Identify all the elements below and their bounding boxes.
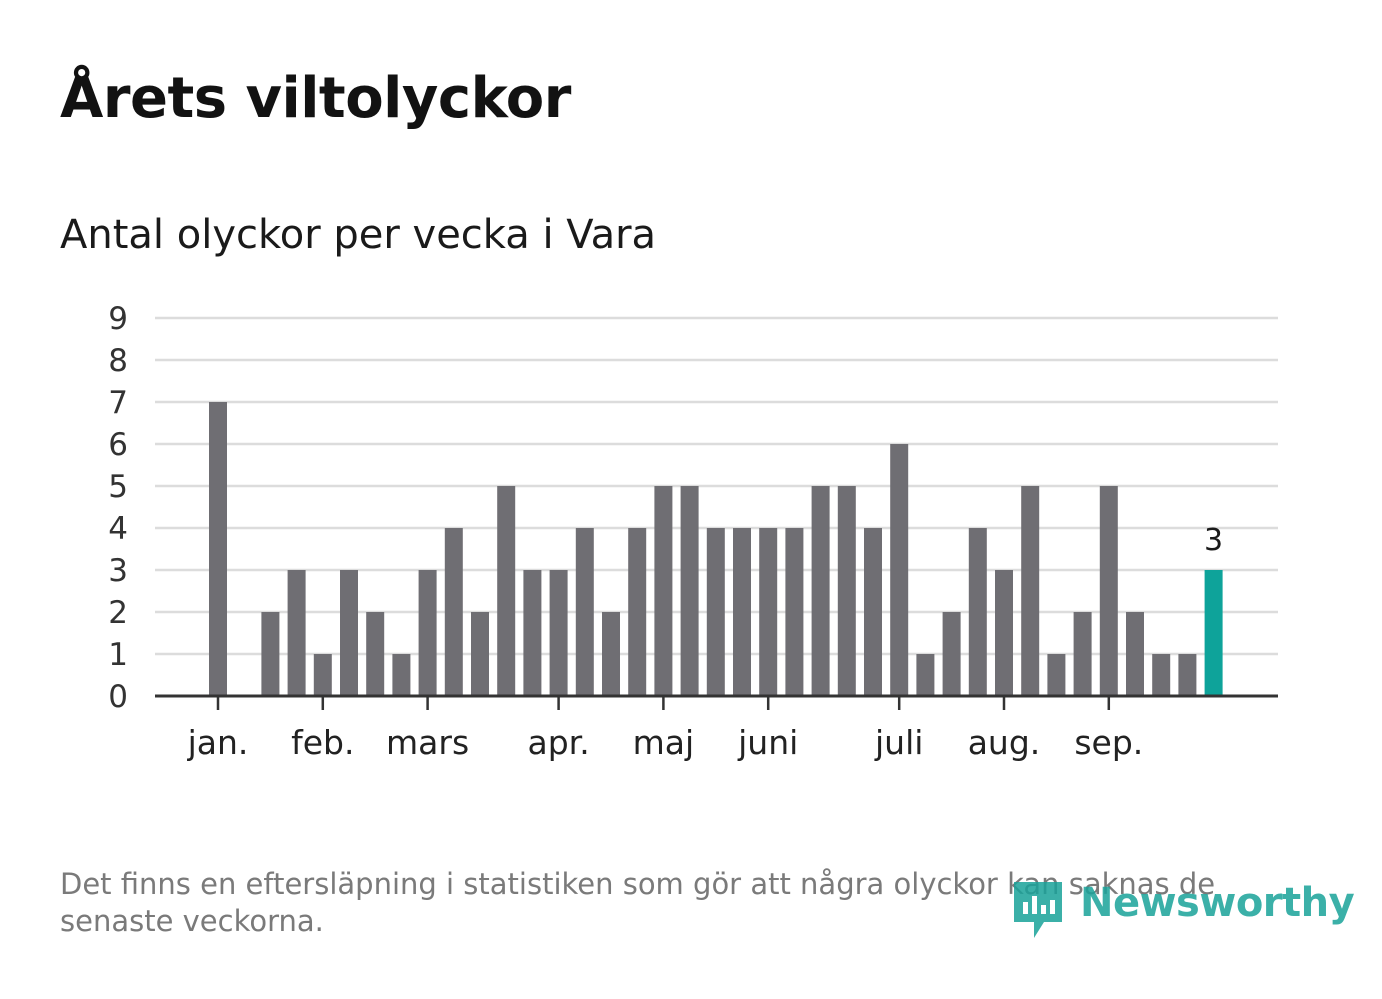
- bar-week-6: [340, 570, 358, 696]
- y-tick-label-7: 7: [108, 385, 128, 421]
- y-tick-label-4: 4: [108, 511, 128, 547]
- bar-week-20: [706, 528, 725, 696]
- x-tick-label-feb.: feb.: [291, 723, 354, 762]
- x-axis-ticks: jan. feb. mars apr. maj juni juli aug. sep.: [187, 696, 1143, 762]
- bar-week-37: [1152, 654, 1171, 696]
- bar-week-38: [1178, 654, 1197, 696]
- y-tick-label-2: 2: [108, 595, 128, 631]
- bar-week-33: [1047, 654, 1066, 696]
- bar-week-34: [1073, 612, 1092, 696]
- y-tick-label-0: 0: [108, 679, 128, 715]
- bar-week-31: [995, 570, 1013, 696]
- bar-week-36: [1126, 612, 1144, 696]
- bar-week-24: [811, 486, 830, 696]
- bar-week-3: [261, 612, 280, 696]
- bar-week-21: [733, 528, 751, 696]
- bar-week-5: [313, 654, 332, 696]
- bar-week-9: [418, 570, 437, 696]
- bar-week-17: [628, 528, 647, 696]
- y-tick-label-5: 5: [108, 469, 128, 505]
- bar-week-8: [392, 654, 411, 696]
- x-tick-label-maj: maj: [633, 723, 695, 762]
- bar-week-23: [785, 528, 804, 696]
- bar-week-16: [602, 612, 620, 696]
- bar-week-27: [890, 444, 909, 696]
- x-tick-label-mars: mars: [386, 723, 469, 762]
- y-axis-ticks: 0 1 2 3 4 5 6 7 8 9: [108, 301, 128, 715]
- x-tick-label-aug.: aug.: [968, 723, 1041, 762]
- x-tick-label-jan.: jan.: [187, 723, 249, 762]
- newsworthy-logo-text: Newsworthy: [1080, 880, 1355, 926]
- highlight-value-label: 3: [1204, 523, 1223, 558]
- x-tick-label-juni: juni: [737, 723, 798, 762]
- bar-week-29: [942, 612, 961, 696]
- bar-week-28: [916, 654, 935, 696]
- y-tick-label-3: 3: [108, 553, 128, 589]
- y-tick-label-9: 9: [108, 301, 128, 337]
- bar-week-7: [366, 612, 385, 696]
- y-tick-label-8: 8: [108, 343, 128, 379]
- bars: [209, 402, 1223, 696]
- bar-week-39: [1204, 570, 1223, 696]
- bar-week-15: [575, 528, 594, 696]
- bar-week-4: [287, 570, 306, 696]
- bar-week-18: [654, 486, 673, 696]
- bar-week-10: [444, 528, 463, 696]
- chart-subtitle: Antal olyckor per vecka i Vara: [60, 212, 657, 258]
- bar-week-14: [549, 570, 568, 696]
- newsworthy-logo: Newsworthy: [1010, 876, 1355, 946]
- newsworthy-logo-icon: [1014, 882, 1062, 938]
- bar-week-22: [759, 528, 778, 696]
- x-tick-label-sep.: sep.: [1074, 723, 1143, 762]
- y-tick-label-1: 1: [108, 637, 128, 673]
- bar-week-12: [497, 486, 516, 696]
- bar-week-19: [680, 486, 699, 696]
- bar-week-35: [1099, 486, 1118, 696]
- bar-week-25: [837, 486, 856, 696]
- x-tick-label-apr.: apr.: [527, 723, 589, 762]
- x-tick-label-juli: juli: [874, 723, 923, 762]
- bar-week-32: [1021, 486, 1040, 696]
- bar-week-26: [864, 528, 882, 696]
- y-tick-label-6: 6: [108, 427, 128, 463]
- data-labels: 3: [1204, 523, 1223, 558]
- bar-week-30: [968, 528, 987, 696]
- bar-week-1: [209, 402, 227, 696]
- bar-week-13: [523, 570, 542, 696]
- bar-week-11: [471, 612, 489, 696]
- chart-title: Årets viltolyckor: [60, 66, 571, 131]
